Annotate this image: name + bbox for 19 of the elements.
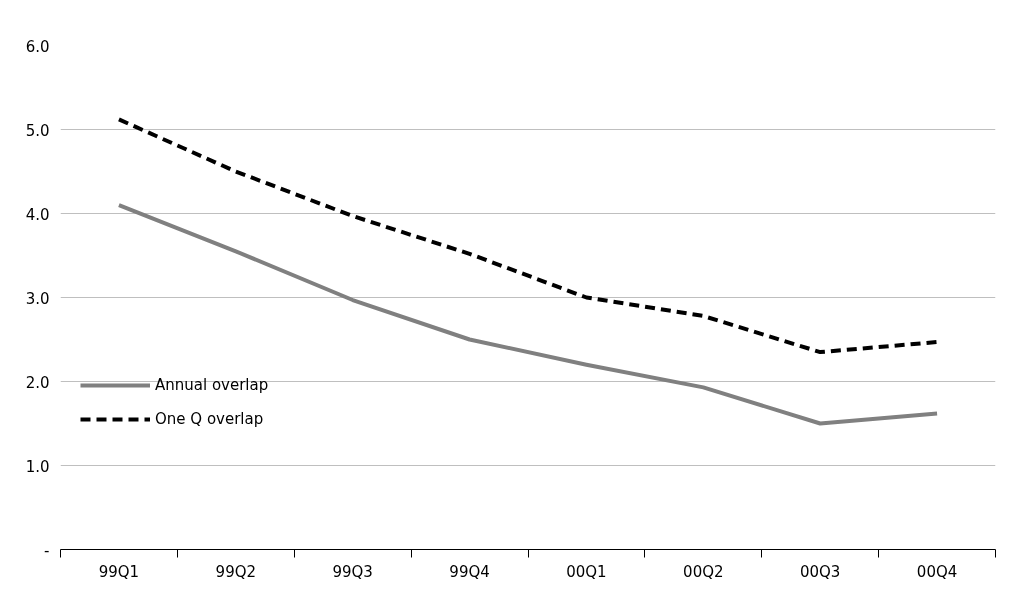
x-tick-label: 00Q1 xyxy=(566,562,607,581)
line-series xyxy=(116,117,940,355)
y-tick-label: 5.0 xyxy=(25,121,50,140)
x-tick-label: 99Q2 xyxy=(215,562,257,581)
y-tick-label: 3.0 xyxy=(25,289,50,308)
legend-label: One Q overlap xyxy=(155,410,264,428)
x-tick-label: 00Q3 xyxy=(799,562,841,581)
y-tick-label: 2.0 xyxy=(25,373,50,392)
y-tick-label: 1.0 xyxy=(25,457,50,476)
x-tick-label: 99Q1 xyxy=(98,562,140,581)
y-tick-label: - xyxy=(44,541,50,560)
x-tick-label: 99Q4 xyxy=(449,562,490,581)
y-tick-label: 6.0 xyxy=(25,37,50,56)
line-series xyxy=(116,203,940,426)
x-tick-label: 00Q2 xyxy=(683,562,724,581)
legend-label: Annual overlap xyxy=(155,376,269,394)
x-tick-label: 99Q3 xyxy=(332,562,373,581)
y-tick-label: 4.0 xyxy=(25,205,50,224)
x-tick-label: 00Q4 xyxy=(916,562,958,581)
